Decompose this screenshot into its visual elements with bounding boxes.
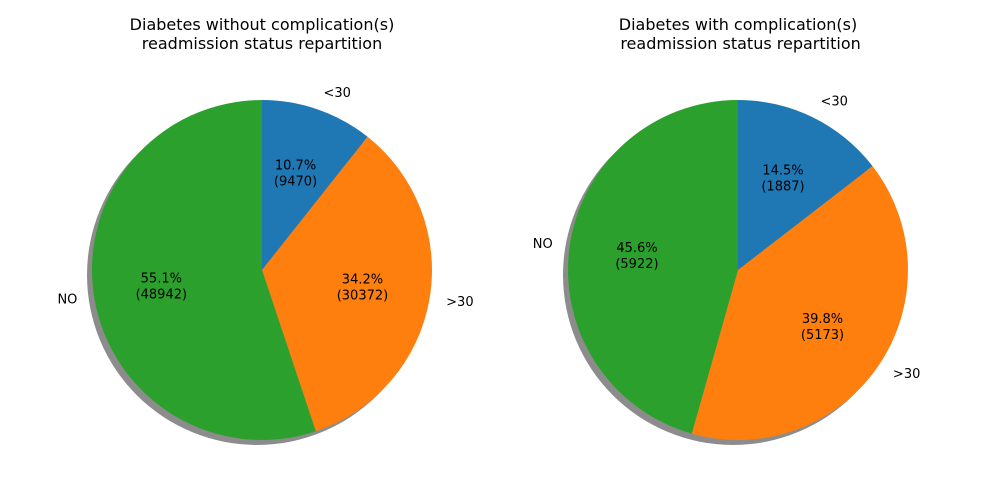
chart-title-line: readmission status repartition — [142, 34, 382, 53]
pie-slice — [262, 136, 432, 432]
slice-count: (30372) — [337, 288, 389, 303]
slice-count: (9470) — [274, 174, 317, 189]
slice-value-label: 39.8% (5173) — [801, 312, 844, 343]
pie-chart-without-complications: Diabetes without complication(s) readmiss… — [57, 15, 474, 445]
slice-value-label: 10.7% (9470) — [274, 158, 317, 189]
slice-percent: 34.2% — [342, 272, 383, 287]
slice-value-label: 55.1% (48942) — [136, 271, 188, 302]
slice-label: <30 — [324, 86, 351, 101]
slice-count: (1887) — [761, 179, 804, 194]
slice-count: (48942) — [136, 287, 188, 302]
pie-slice — [691, 166, 908, 440]
slice-label: <30 — [820, 95, 847, 110]
slice-count: (5922) — [615, 257, 658, 272]
pie-slice — [738, 100, 873, 270]
slice-percent: 45.6% — [616, 241, 657, 256]
slice-label: >30 — [446, 295, 473, 310]
chart-title: Diabetes with complication(s) readmissio… — [615, 15, 861, 53]
slice-label: >30 — [893, 367, 920, 382]
pie-slice — [262, 100, 368, 270]
slice-count: (5173) — [801, 328, 844, 343]
slice-percent: 39.8% — [802, 312, 843, 327]
slice-value-label: 45.6% (5922) — [615, 241, 658, 272]
slice-label: NO — [533, 237, 553, 252]
chart-title-line: Diabetes without complication(s) — [130, 15, 395, 34]
slice-percent: 14.5% — [762, 163, 803, 178]
pie-slice — [91, 99, 316, 440]
chart-title-line: readmission status repartition — [615, 34, 861, 53]
slice-value-label: 34.2% (30372) — [337, 272, 389, 303]
slice-percent: 10.7% — [275, 158, 316, 173]
chart-title: Diabetes without complication(s) readmiss… — [130, 15, 395, 53]
chart-title-line: Diabetes with complication(s) — [619, 15, 857, 34]
slice-value-label: 14.5% (1887) — [761, 163, 804, 194]
slice-label: NO — [57, 292, 77, 307]
slice-percent: 55.1% — [141, 271, 182, 286]
pie-slice — [568, 100, 738, 434]
pie-chart-with-complications: Diabetes with complication(s) readmissio… — [533, 15, 920, 445]
